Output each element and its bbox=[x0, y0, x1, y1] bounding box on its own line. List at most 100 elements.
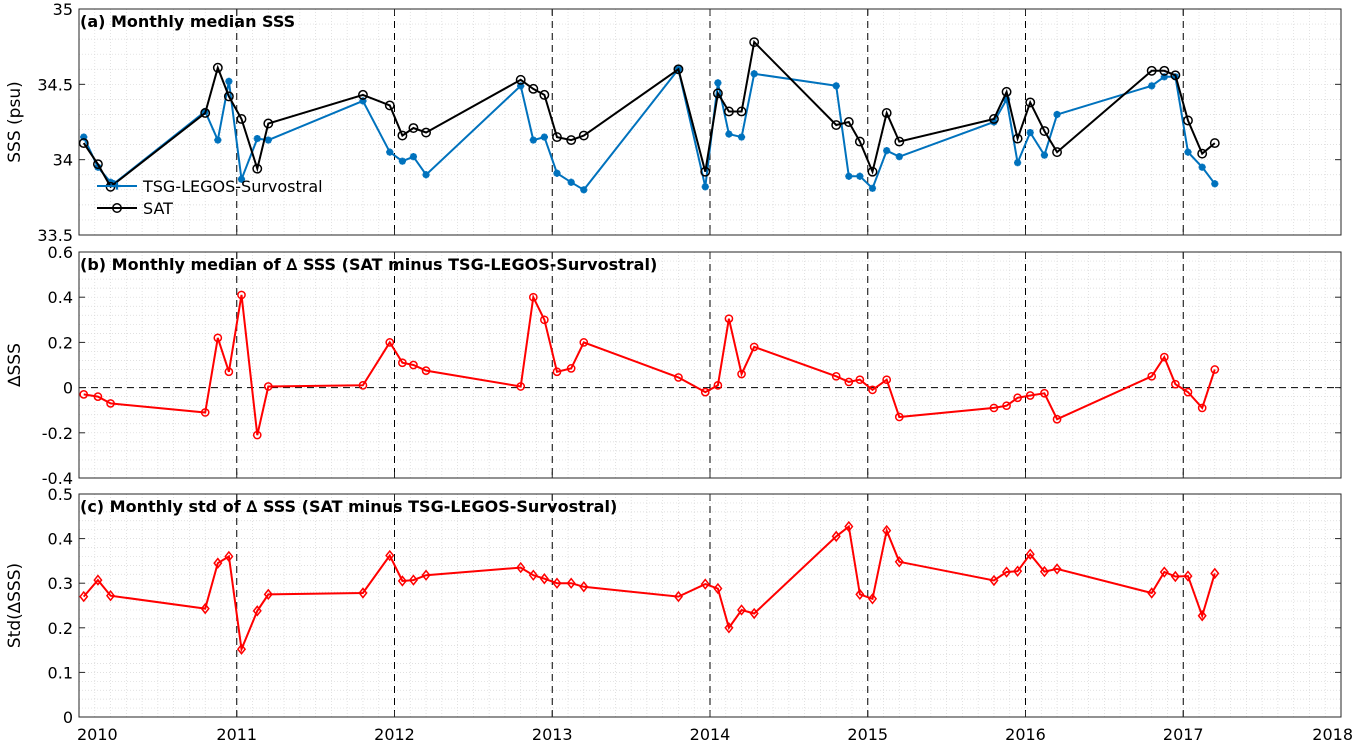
y-tick-label: 0.4 bbox=[48, 530, 73, 549]
data-point bbox=[1171, 379, 1180, 389]
data-point bbox=[894, 136, 905, 147]
data-point bbox=[225, 77, 233, 85]
data-point bbox=[200, 108, 211, 118]
data-point bbox=[1183, 570, 1193, 582]
data-point bbox=[409, 360, 418, 370]
y-tick-label: -0.4 bbox=[42, 469, 73, 488]
data-point bbox=[737, 133, 746, 141]
legend-label: SAT bbox=[143, 199, 173, 218]
data-point bbox=[737, 369, 746, 379]
data-point bbox=[528, 292, 538, 302]
data-point bbox=[517, 82, 525, 90]
data-point bbox=[854, 136, 865, 147]
x-tick-label: 2018 bbox=[1312, 725, 1353, 744]
data-point bbox=[224, 550, 234, 563]
y-tick-label: 0 bbox=[63, 379, 73, 398]
data-point bbox=[579, 338, 589, 347]
data-point bbox=[408, 123, 419, 133]
data-point bbox=[855, 588, 865, 601]
data-point bbox=[1052, 563, 1062, 575]
data-point bbox=[93, 574, 103, 586]
data-point bbox=[831, 530, 841, 543]
data-point bbox=[223, 91, 234, 102]
data-point bbox=[540, 315, 549, 325]
data-point bbox=[989, 574, 999, 587]
data-point bbox=[843, 117, 854, 127]
data-point bbox=[359, 97, 367, 105]
data-point bbox=[93, 392, 103, 401]
data-point bbox=[724, 314, 734, 324]
data-point bbox=[712, 88, 723, 99]
legend-marker bbox=[112, 203, 122, 213]
legend: TSG-LEGOS-Survostral SAT bbox=[97, 177, 323, 218]
data-point bbox=[1184, 148, 1192, 156]
data-point bbox=[1052, 147, 1063, 158]
data-point bbox=[1183, 387, 1193, 397]
data-point bbox=[552, 577, 562, 589]
data-point bbox=[867, 166, 878, 177]
data-point bbox=[398, 157, 406, 165]
data-point bbox=[539, 573, 549, 585]
data-point bbox=[578, 130, 589, 141]
y-tick-label: 0 bbox=[63, 708, 73, 727]
data-point bbox=[386, 148, 394, 156]
data-point bbox=[1040, 151, 1049, 159]
y-tick-label: 0.4 bbox=[48, 288, 73, 307]
data-point bbox=[700, 387, 710, 397]
data-point bbox=[868, 184, 877, 192]
data-point bbox=[567, 178, 575, 186]
data-point bbox=[1159, 65, 1170, 76]
x-tick-label: 2012 bbox=[374, 725, 415, 744]
data-point bbox=[237, 175, 246, 183]
series-line bbox=[82, 524, 1216, 654]
data-point bbox=[213, 333, 223, 343]
data-point bbox=[553, 169, 561, 177]
data-point bbox=[540, 133, 548, 141]
data-point bbox=[894, 556, 904, 568]
data-point bbox=[725, 130, 733, 138]
data-point bbox=[1012, 133, 1023, 144]
data-point bbox=[252, 605, 262, 617]
data-point bbox=[1001, 86, 1012, 97]
data-point bbox=[1025, 97, 1036, 108]
data-point bbox=[252, 163, 263, 174]
data-point bbox=[516, 382, 526, 391]
data-point bbox=[713, 582, 723, 595]
y-tick-label: 0.1 bbox=[48, 663, 73, 682]
data-point bbox=[714, 79, 722, 87]
data-point bbox=[894, 412, 904, 422]
data-point bbox=[358, 89, 368, 100]
panel-a: 33.5 34 34.5 35 SSS (psu) (a) Monthly median … bbox=[5, 0, 1342, 245]
x-tick-label: 2014 bbox=[690, 725, 731, 744]
data-point bbox=[398, 358, 407, 368]
data-point bbox=[736, 604, 747, 616]
panel-title: (a) Monthly median SSS bbox=[80, 12, 295, 31]
data-point bbox=[701, 183, 709, 191]
data-point bbox=[385, 549, 395, 562]
data-point bbox=[566, 135, 577, 146]
data-point bbox=[200, 408, 210, 417]
data-point bbox=[579, 581, 589, 593]
data-point bbox=[200, 602, 210, 615]
x-tick-label: 2011 bbox=[216, 725, 257, 744]
data-point bbox=[264, 136, 272, 144]
y-axis-label: SSS (psu) bbox=[5, 81, 25, 162]
data-point bbox=[1197, 610, 1207, 622]
data-point bbox=[1052, 414, 1062, 424]
data-point bbox=[1209, 138, 1220, 149]
panel-title: (c) Monthly std of ∆ SSS (SAT minus TSG-… bbox=[80, 497, 617, 516]
data-point bbox=[1039, 126, 1050, 136]
data-point bbox=[1025, 548, 1035, 560]
data-point bbox=[421, 569, 431, 581]
y-tick-label: 34.5 bbox=[37, 75, 73, 94]
data-point bbox=[895, 153, 903, 161]
data-point bbox=[989, 114, 999, 124]
x-tick-label: 2017 bbox=[1163, 725, 1204, 744]
data-point bbox=[674, 373, 683, 382]
data-point bbox=[385, 338, 395, 347]
data-point bbox=[528, 83, 539, 94]
data-point bbox=[236, 114, 247, 124]
x-axis-tick-labels: 2010 2011 2012 2013 2014 2015 2016 2017 2018 bbox=[77, 725, 1353, 744]
data-point bbox=[79, 590, 89, 603]
